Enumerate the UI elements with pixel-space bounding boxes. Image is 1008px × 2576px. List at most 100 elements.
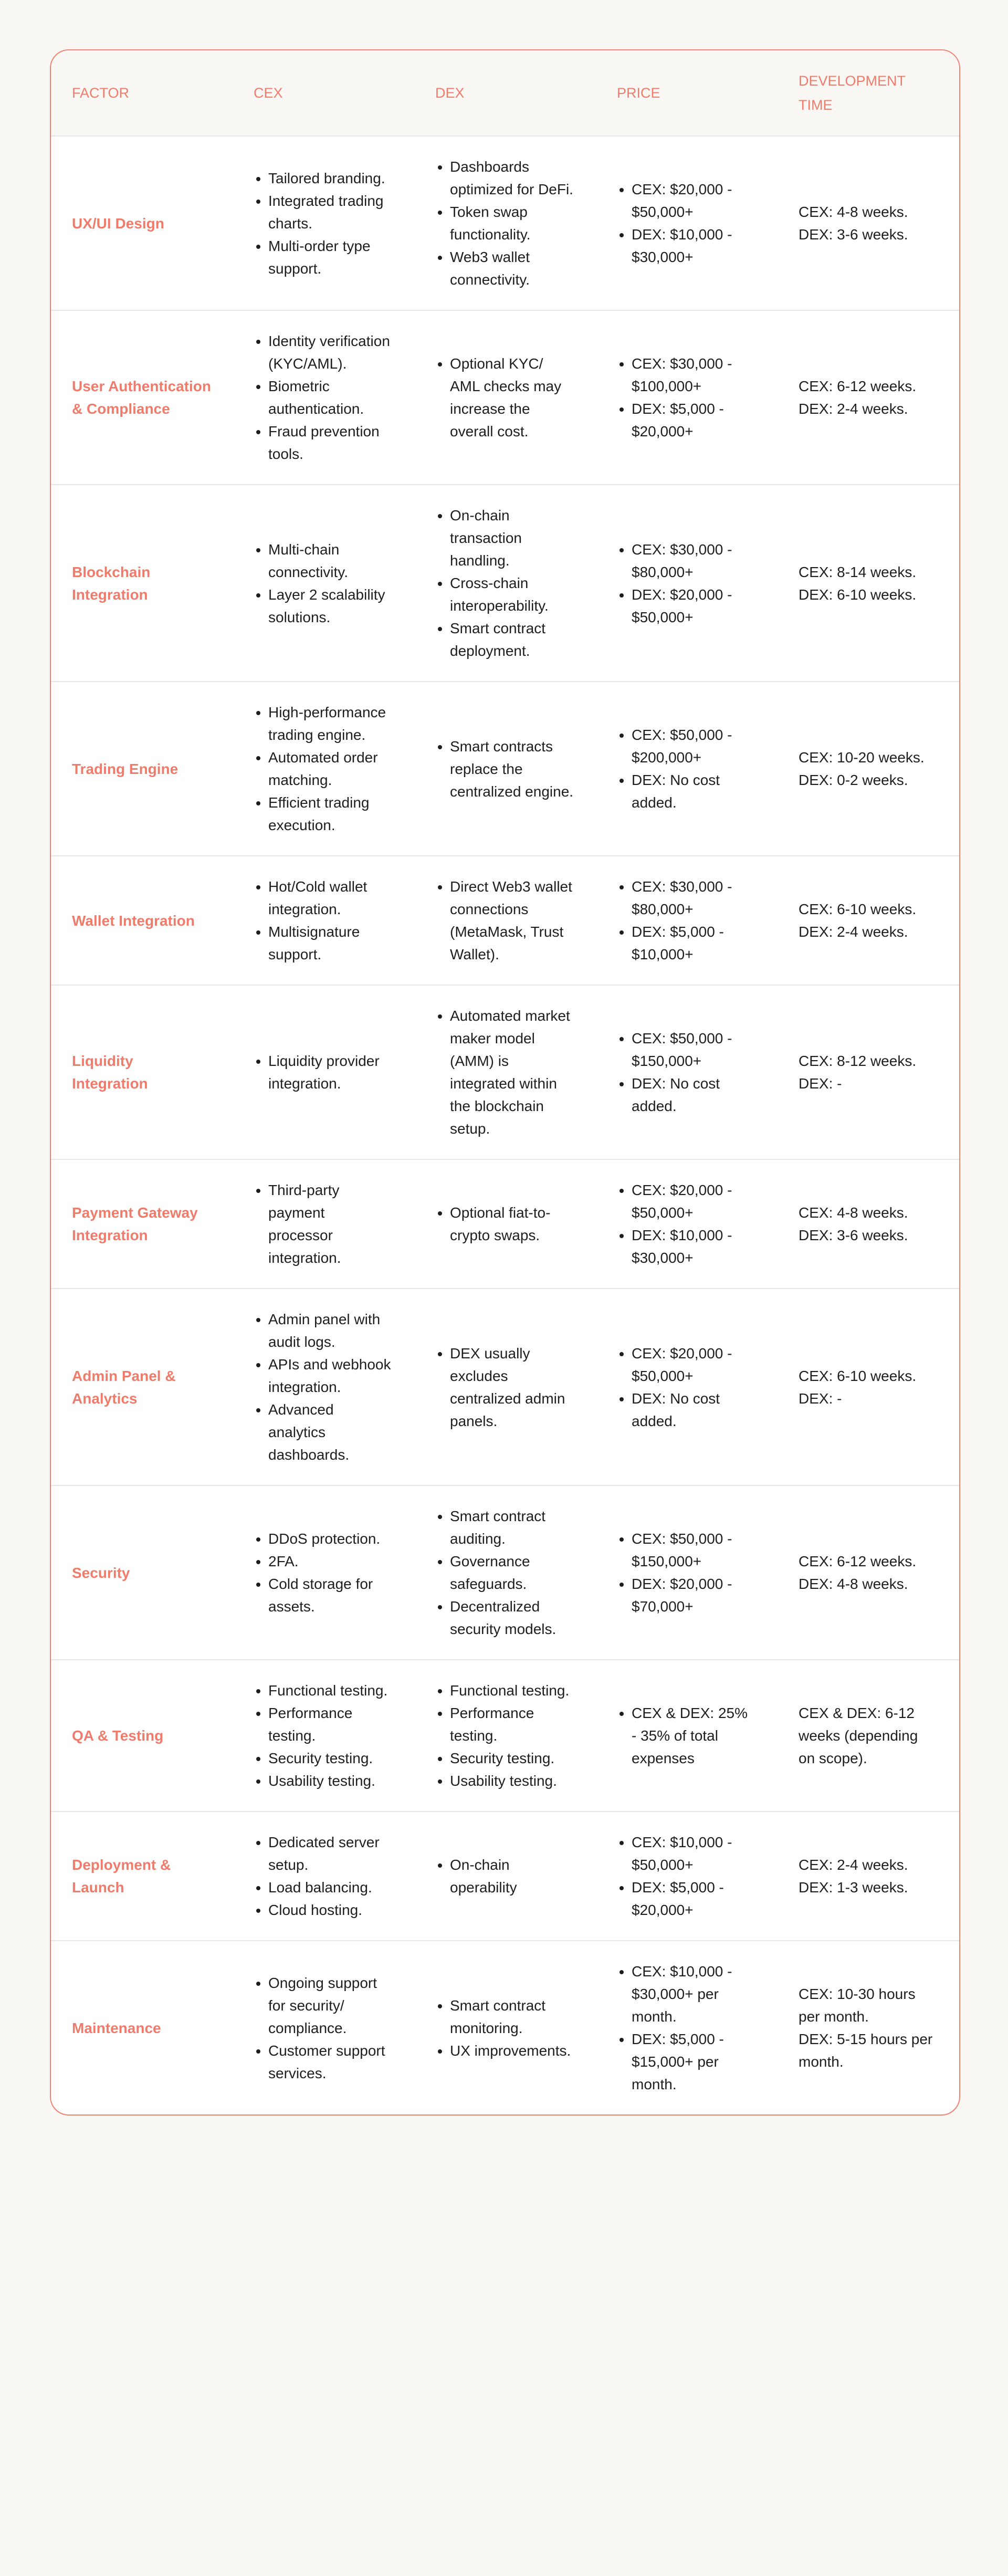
cex-list: Ongoing support for security/ compliance… [254, 1972, 393, 2085]
development-time-cell: CEX: 8-14 weeks. DEX: 6-10 weeks. [778, 485, 959, 682]
factor-cell: Maintenance [72, 2019, 161, 2036]
price-list: CEX: $20,000 - $50,000+DEX: $10,000 - $3… [617, 178, 757, 268]
list-item: DEX: No cost added. [632, 1072, 757, 1117]
cex-list: Functional testing.Performance testing.S… [254, 1679, 393, 1792]
list-item: Cold storage for assets. [268, 1573, 393, 1618]
list-item: CEX: $20,000 - $50,000+ [632, 1179, 757, 1224]
price-cell: CEX: $30,000 - $80,000+DEX: $5,000 - $10… [596, 856, 778, 986]
list-item: UX improvements. [450, 2039, 575, 2062]
list-item: Multisignature support. [268, 920, 393, 966]
list-item: Dedicated server setup. [268, 1831, 393, 1876]
table-row: Deployment & LaunchDedicated server setu… [51, 1811, 959, 1941]
list-item: Efficient trading execution. [268, 791, 393, 836]
table-row: Blockchain IntegrationMulti-chain connec… [51, 485, 959, 682]
table-row: UX/UI DesignTailored branding.Integrated… [51, 136, 959, 311]
list-item: Decentralized security models. [450, 1595, 575, 1640]
dex-list: Dashboards optimized for DeFi.Token swap… [435, 155, 575, 291]
price-list: CEX & DEX: 25% - 35% of total expenses [617, 1702, 757, 1769]
price-cell: CEX & DEX: 25% - 35% of total expenses [596, 1660, 778, 1812]
cex-cell: Admin panel with audit logs.APIs and web… [233, 1289, 414, 1486]
dex-list: DEX usually excludes centralized admin p… [435, 1342, 575, 1432]
cex-list: Dedicated server setup.Load balancing.Cl… [254, 1831, 393, 1921]
list-item: Identity verification (KYC/AML). [268, 330, 393, 375]
list-item: Performance testing. [268, 1702, 393, 1747]
cex-cell: Hot/Cold wallet integration.Multisignatu… [233, 856, 414, 986]
factor-cell: Trading Engine [51, 682, 233, 856]
cex-cell: Tailored branding.Integrated trading cha… [233, 136, 414, 311]
list-item: 2FA. [268, 1550, 393, 1573]
comparison-table-container: FACTOR CEX DEX PRICE DEVELOPMENT TIME UX… [50, 49, 960, 2116]
list-item: Biometric authentication. [268, 375, 393, 420]
development-time-cell: CEX: 10-30 hours per month. DEX: 5-15 ho… [799, 1986, 933, 2070]
list-item: Multi-chain connectivity. [268, 538, 393, 583]
cex-cell: Identity verification (KYC/AML).Biometri… [233, 310, 414, 485]
dex-list: Functional testing.Performance testing.S… [435, 1679, 575, 1792]
factor-cell: Blockchain Integration [51, 485, 233, 682]
cex-cell: Liquidity provider integration. [233, 985, 414, 1160]
dex-cell: On-chain transaction handling.Cross-chai… [414, 485, 596, 682]
list-item: DEX usually excludes centralized admin p… [450, 1342, 575, 1432]
list-item: CEX & DEX: 25% - 35% of total expenses [632, 1702, 757, 1769]
list-item: DEX: $5,000 - $10,000+ [632, 920, 757, 966]
price-list: CEX: $20,000 - $50,000+DEX: No cost adde… [617, 1342, 757, 1432]
list-item: CEX: $50,000 - $200,000+ [632, 724, 757, 769]
dex-list: On-chain transaction handling.Cross-chai… [435, 504, 575, 662]
list-item: Fraud prevention tools. [268, 420, 393, 465]
factor-cell: UX/UI Design [51, 136, 233, 311]
list-item: Advanced analytics dashboards. [268, 1398, 393, 1466]
list-item: CEX: $30,000 - $80,000+ [632, 875, 757, 920]
list-item: DEX: $5,000 - $15,000+ per month. [632, 2028, 757, 2096]
table-row: Trading EngineHigh-performance trading e… [51, 682, 959, 856]
dex-list: Optional KYC/ AML checks may increase th… [435, 352, 575, 443]
table-row: Payment Gateway Integration Third-party p… [51, 1159, 959, 1289]
dex-cell: DEX usually excludes centralized admin p… [414, 1289, 596, 1486]
price-list: CEX: $50,000 - $150,000+DEX: $20,000 - $… [617, 1527, 757, 1618]
header-development-time: DEVELOPMENT TIME [778, 50, 959, 137]
table-header-row: FACTOR CEX DEX PRICE DEVELOPMENT TIME [51, 50, 959, 137]
list-item: Optional KYC/ AML checks may increase th… [450, 352, 575, 443]
list-item: Functional testing. [450, 1679, 575, 1702]
development-time-cell: CEX: 6-10 weeks. DEX: 2-4 weeks. [778, 856, 959, 986]
dex-cell: On-chain operability [414, 1811, 596, 1941]
cex-cell: Ongoing support for security/ compliance… [233, 1941, 414, 2114]
list-item: Usability testing. [450, 1769, 575, 1792]
list-item: CEX: $20,000 - $50,000+ [632, 1342, 757, 1387]
list-item: On-chain operability [450, 1854, 575, 1899]
price-cell: CEX: $10,000 - $30,000+ per month.DEX: $… [596, 1941, 778, 2114]
development-time-cell: CEX: 10-20 weeks. DEX: 0-2 weeks. [778, 682, 959, 856]
list-item: Multi-order type support. [268, 235, 393, 280]
list-item: CEX: $50,000 - $150,000+ [632, 1527, 757, 1573]
cex-cell: High-performance trading engine.Automate… [233, 682, 414, 856]
list-item: DEX: No cost added. [632, 1387, 757, 1432]
factor-cell: Deployment & Launch [51, 1811, 233, 1941]
cex-cell: Third-party payment processor integratio… [233, 1159, 414, 1289]
cex-cell: Multi-chain connectivity.Layer 2 scalabi… [233, 485, 414, 682]
list-item: Load balancing. [268, 1876, 393, 1899]
list-item: Usability testing. [268, 1769, 393, 1792]
list-item: DEX: $10,000 - $30,000+ [632, 1224, 757, 1269]
list-item: Smart contracts replace the centralized … [450, 735, 575, 803]
list-item: CEX: $30,000 - $80,000+ [632, 538, 757, 583]
development-time-cell: CEX: 6-12 weeks. DEX: 2-4 weeks. [778, 310, 959, 485]
list-item: DEX: $5,000 - $20,000+ [632, 397, 757, 443]
list-item: Smart contract auditing. [450, 1505, 575, 1550]
factor-cell: Security [51, 1485, 233, 1660]
price-cell: CEX: $30,000 - $80,000+DEX: $20,000 - $5… [596, 485, 778, 682]
factor-cell: User Authentication & Compliance [51, 310, 233, 485]
factor-cell: Admin Panel & Analytics [51, 1289, 233, 1486]
dex-list: Optional fiat-to-crypto swaps. [435, 1201, 575, 1247]
dex-cell: Direct Web3 wallet connections (MetaMask… [414, 856, 596, 986]
list-item: CEX: $30,000 - $100,000+ [632, 352, 757, 397]
development-time-cell: CEX & DEX: 6-12 weeks (depending on scop… [778, 1660, 959, 1812]
cex-cell: DDoS protection.2FA.Cold storage for ass… [233, 1485, 414, 1660]
list-item: APIs and webhook integration. [268, 1353, 393, 1398]
table-row: User Authentication & ComplianceIdentity… [51, 310, 959, 485]
development-time-cell: CEX: 2-4 weeks. DEX: 1-3 weeks. [778, 1811, 959, 1941]
list-item: Tailored branding. [268, 167, 393, 190]
cex-list: DDoS protection.2FA.Cold storage for ass… [254, 1527, 393, 1618]
cex-list: Third-party payment processor integratio… [254, 1179, 393, 1269]
price-cell: CEX: $20,000 - $50,000+DEX: $10,000 - $3… [596, 1159, 778, 1289]
factor-cell: Payment Gateway Integration [51, 1159, 233, 1289]
table-row: Liquidity Integration Liquidity provider … [51, 985, 959, 1160]
cex-list: Multi-chain connectivity.Layer 2 scalabi… [254, 538, 393, 629]
